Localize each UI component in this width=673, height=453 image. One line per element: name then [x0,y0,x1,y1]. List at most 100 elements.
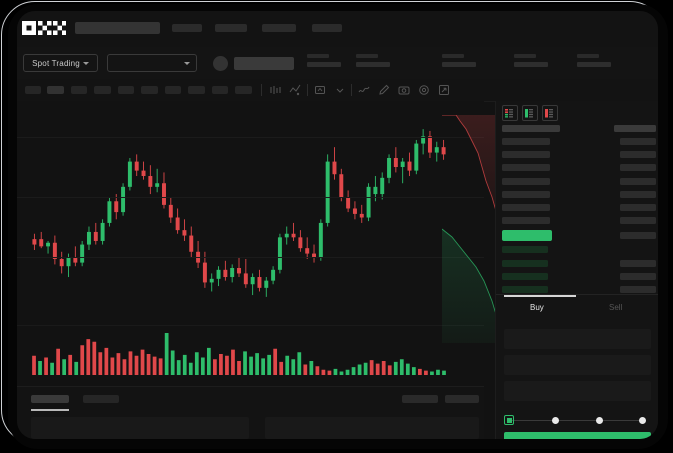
chevron-down-icon[interactable] [334,84,346,96]
app-header [17,11,658,47]
orderbook-ask-row[interactable] [502,138,550,145]
stat-label [356,54,378,58]
amount-stepper[interactable] [504,415,651,425]
timeframe-9[interactable] [212,86,228,94]
nav-item-4[interactable] [312,24,342,32]
orderbook-ask-row[interactable] [502,190,550,198]
timeframe-7[interactable] [165,86,181,94]
orderbook-view-asks[interactable] [542,105,558,121]
order-form-field-1[interactable] [504,329,651,349]
timeframe-2-active[interactable] [47,86,64,94]
timeframe-4[interactable] [94,86,111,94]
orderbook-header-right [614,125,656,132]
chart-gridline [17,137,484,138]
orderbook-last-total [620,232,656,240]
orderbook-ask-total [620,138,656,145]
orderbook-bid-total [620,272,656,280]
camera-icon[interactable] [398,84,410,96]
orderbook-last-price-row[interactable] [502,230,552,242]
orderbook-bid-row[interactable] [502,286,548,293]
chevron-down-icon [184,62,190,65]
trading-pair-selector[interactable] [107,54,197,72]
timeframe-1[interactable] [25,86,41,94]
orderbook-ask-row[interactable] [502,164,550,172]
orderbook-view-bids[interactable] [522,105,538,121]
stat-value [577,62,611,67]
bottom-action-1[interactable] [402,395,438,403]
stepper-node-2[interactable] [552,416,559,424]
market-stat-3 [442,54,476,67]
bottom-tab-active-underline [31,409,69,411]
orderbook-ask-row[interactable] [502,217,550,225]
stat-value [356,62,390,67]
line-chart-icon[interactable] [358,84,370,96]
orderbook-ask-total [620,190,656,198]
order-form-field-3[interactable] [504,381,651,401]
orderbook-view-both[interactable] [502,105,518,121]
chart-toolbar [17,79,658,102]
nav-item-2[interactable] [215,24,247,32]
orderbook-ask-row[interactable] [502,204,550,211]
orderbook-ask-total [620,164,656,172]
stepper-node-3[interactable] [596,416,603,424]
stat-label [577,54,599,58]
okx-logo[interactable] [22,21,66,35]
orderbook-bid-row[interactable] [502,246,548,254]
orderbook-ask-row[interactable] [502,151,550,159]
orderbook-ask-total [620,217,656,225]
stat-label [514,54,536,58]
nav-item-1[interactable] [172,24,202,32]
stepper-node-1-active[interactable] [504,415,514,425]
stat-value [514,62,548,67]
orderbook-bid-row[interactable] [502,259,548,267]
depth-chart-overlay [442,115,500,343]
stat-label [442,54,464,58]
orderbook-ask-row[interactable] [502,177,550,185]
price-chart[interactable] [17,101,484,386]
market-stat-5 [577,54,611,67]
orders-bottom-panel [17,386,484,439]
stat-value [442,62,476,67]
stepper-node-4[interactable] [639,416,646,424]
header-search-input[interactable] [75,22,160,34]
pair-coin-avatar [213,56,228,71]
chart-gridline [17,257,484,258]
nav-item-3[interactable] [262,24,296,32]
stat-label [307,54,329,58]
brush-icon[interactable] [378,84,390,96]
market-subbar: Spot Trading [17,47,658,79]
timeframe-10[interactable] [235,86,252,94]
candlestick-icon[interactable] [269,84,281,96]
volume-divider [17,325,484,326]
volume-series [32,333,446,376]
stepper-track [509,419,646,421]
tab-buy[interactable]: Buy [530,303,544,312]
timeframe-5[interactable] [118,86,134,94]
orderbook-bid-row[interactable] [502,272,548,280]
submit-order-button[interactable] [504,432,651,439]
toolbar-divider [307,84,308,96]
market-type-selector[interactable]: Spot Trading [23,54,98,72]
bottom-action-2[interactable] [445,395,479,403]
chart-gridline [17,197,484,198]
timeframe-3[interactable] [71,86,87,94]
orderbook-bid-total [620,286,656,293]
compare-icon[interactable] [314,84,326,96]
bottom-tab-1[interactable] [31,395,69,403]
order-panel: Buy Sell [495,101,658,439]
buy-tab-indicator [504,295,576,297]
timeframe-6[interactable] [141,86,158,94]
settings-icon[interactable] [418,84,430,96]
fullscreen-icon[interactable] [438,84,450,96]
toolbar-divider [351,84,352,96]
bottom-tab-2[interactable] [83,395,119,403]
indicators-icon[interactable] [289,84,301,96]
order-form-field-2[interactable] [504,355,651,375]
chevron-down-icon [82,61,89,65]
bottom-content-block-1 [31,417,249,439]
orderbook-ask-total [620,204,656,211]
tab-sell[interactable]: Sell [609,303,623,312]
timeframe-8[interactable] [188,86,205,94]
orderbook-header-left [502,125,560,132]
